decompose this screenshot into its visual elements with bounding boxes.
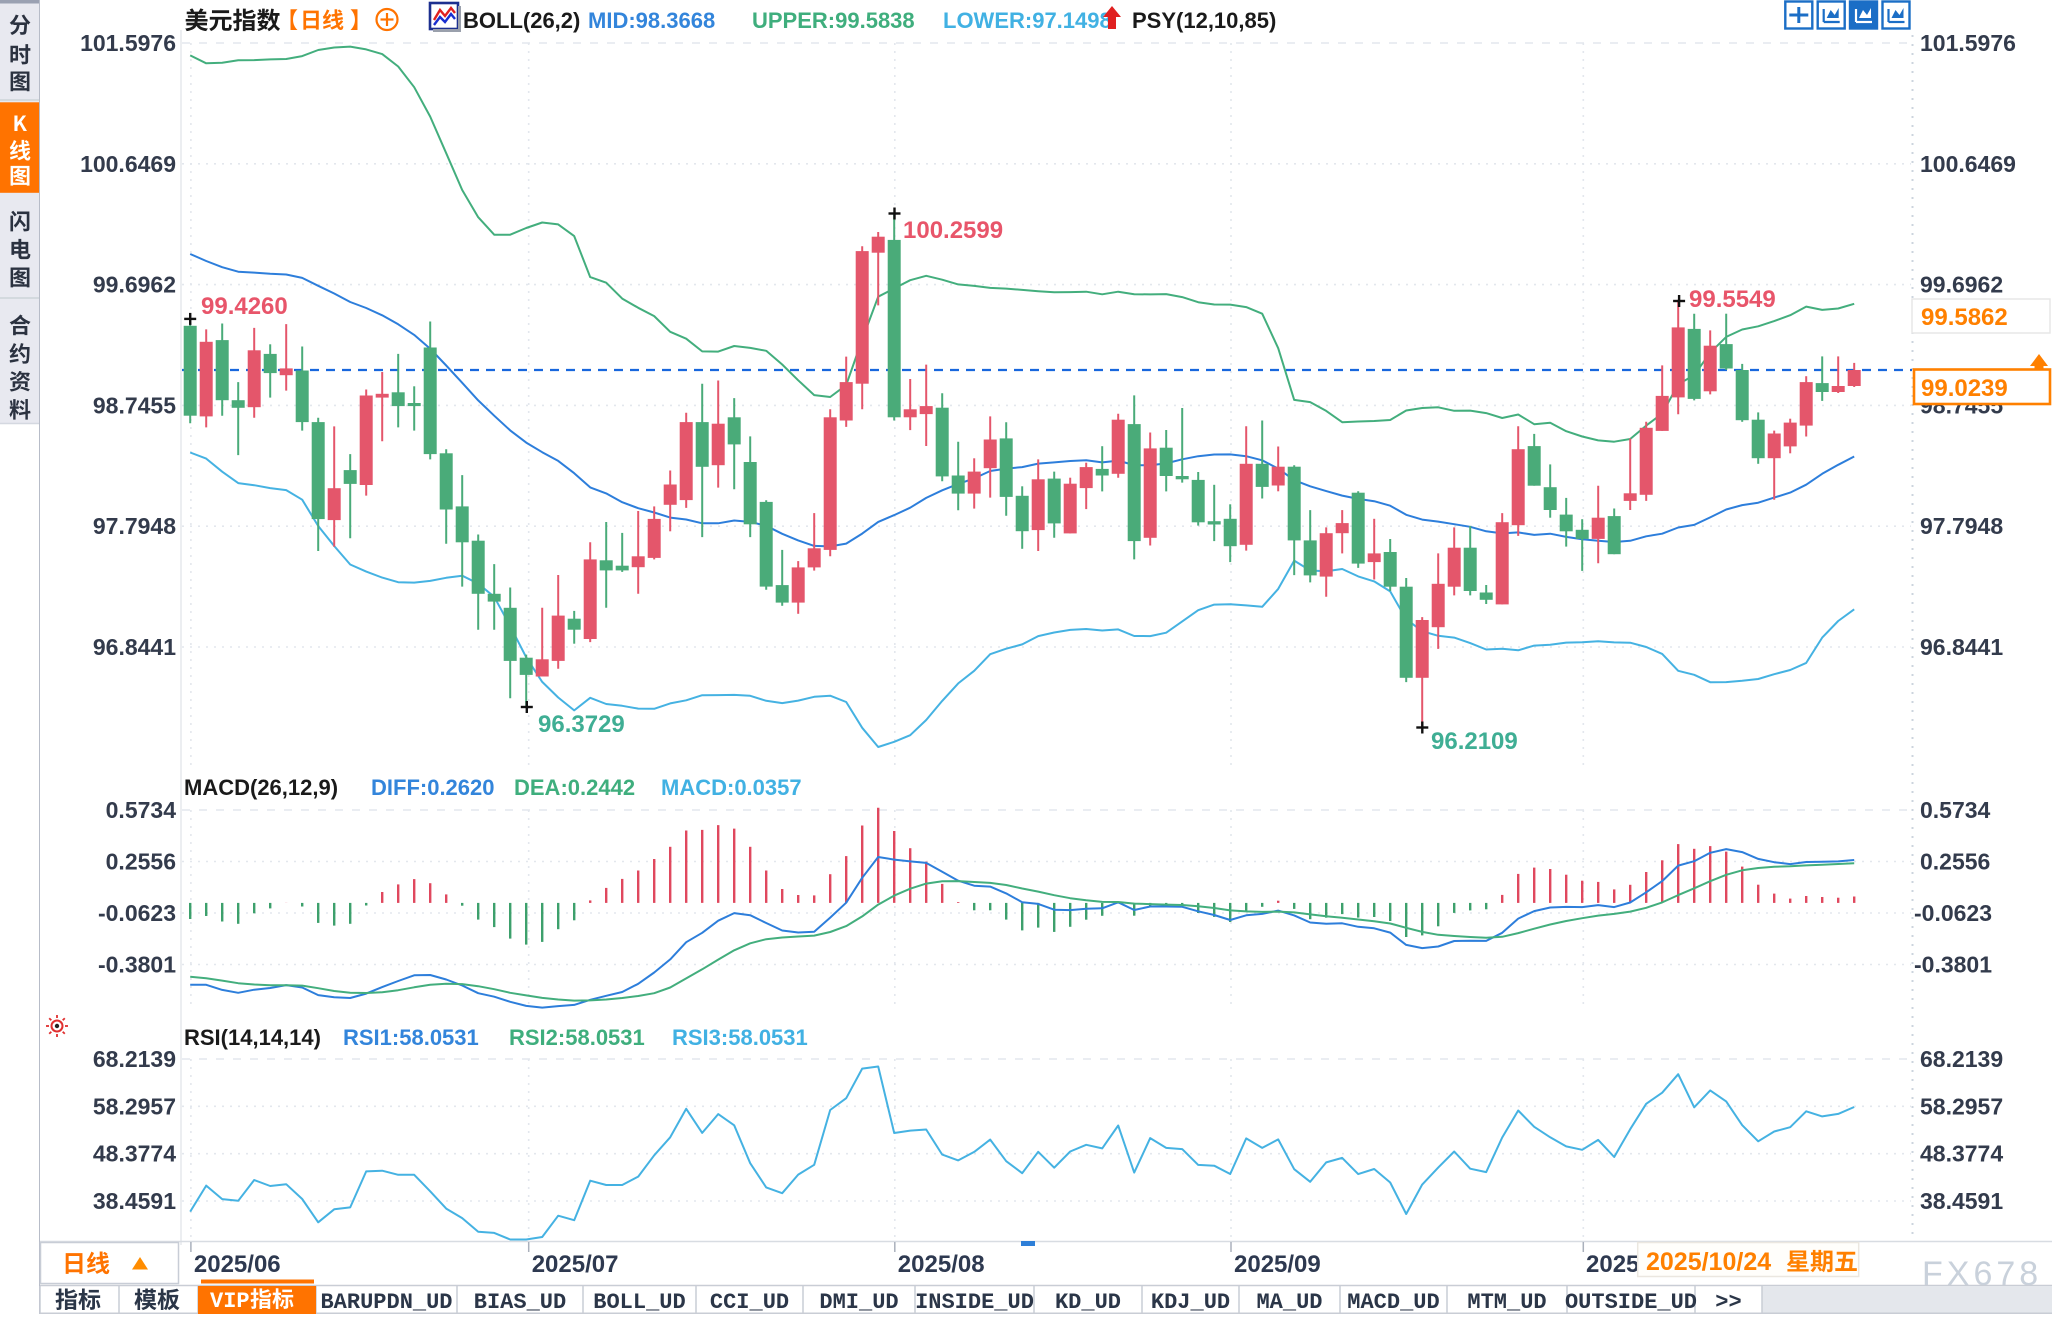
svg-text:-0.3801: -0.3801 (1914, 952, 1992, 978)
svg-text:48.3774: 48.3774 (1920, 1141, 2003, 1167)
svg-text:97.7948: 97.7948 (1920, 513, 2003, 539)
svg-text:BOLL_UD: BOLL_UD (593, 1290, 685, 1314)
svg-text:MA_UD: MA_UD (1256, 1290, 1322, 1314)
svg-text:96.2109: 96.2109 (1431, 728, 1518, 755)
svg-text:96.3729: 96.3729 (538, 711, 625, 738)
svg-text:99.5549: 99.5549 (1689, 286, 1776, 313)
svg-text:MACD(26,12,9): MACD(26,12,9) (184, 775, 338, 800)
svg-text:2025: 2025 (1586, 1251, 1639, 1278)
svg-text:RSI(14,14,14): RSI(14,14,14) (184, 1025, 321, 1050)
svg-text:96.8441: 96.8441 (93, 634, 176, 660)
svg-text:0.2556: 0.2556 (106, 849, 176, 875)
svg-text:DEA:0.2442: DEA:0.2442 (514, 775, 635, 800)
svg-text:100.2599: 100.2599 (903, 217, 1003, 244)
svg-text:MACD_UD: MACD_UD (1347, 1290, 1439, 1314)
svg-text:101.5976: 101.5976 (80, 30, 176, 56)
svg-text:0.5734: 0.5734 (106, 797, 177, 823)
svg-text:CCI_UD: CCI_UD (710, 1290, 789, 1314)
svg-text:38.4591: 38.4591 (93, 1188, 176, 1214)
svg-text:KDJ_UD: KDJ_UD (1151, 1290, 1230, 1314)
svg-text:2025/09: 2025/09 (1234, 1251, 1321, 1278)
svg-text:RSI2:58.0531: RSI2:58.0531 (509, 1025, 645, 1050)
svg-text:MACD:0.0357: MACD:0.0357 (661, 775, 802, 800)
svg-text:99.0239: 99.0239 (1921, 375, 2008, 402)
svg-text:0.5734: 0.5734 (1920, 797, 1991, 823)
svg-text:UPPER:99.5838: UPPER:99.5838 (752, 8, 915, 33)
svg-text:68.2139: 68.2139 (93, 1046, 176, 1072)
svg-text:PSY(12,10,85): PSY(12,10,85) (1132, 8, 1276, 33)
svg-text:99.6962: 99.6962 (1920, 272, 2003, 298)
svg-text:38.4591: 38.4591 (1920, 1188, 2003, 1214)
svg-text:100.6469: 100.6469 (80, 151, 176, 177)
svg-text:98.7455: 98.7455 (93, 392, 176, 418)
svg-text:97.7948: 97.7948 (93, 513, 176, 539)
svg-text:>>: >> (1715, 1290, 1741, 1314)
svg-text:INSIDE_UD: INSIDE_UD (915, 1290, 1034, 1314)
svg-text:100.6469: 100.6469 (1920, 151, 2016, 177)
svg-text:-0.0623: -0.0623 (98, 900, 176, 926)
svg-text:0.2556: 0.2556 (1920, 849, 1990, 875)
svg-text:99.6962: 99.6962 (93, 272, 176, 298)
svg-text:OUTSIDE_UD: OUTSIDE_UD (1565, 1290, 1697, 1314)
svg-text:2025/07: 2025/07 (532, 1251, 619, 1278)
svg-text:58.2957: 58.2957 (1920, 1093, 2003, 1119)
svg-text:68.2139: 68.2139 (1920, 1046, 2003, 1072)
svg-text:RSI3:58.0531: RSI3:58.0531 (672, 1025, 808, 1050)
svg-text:-0.0623: -0.0623 (1914, 900, 1992, 926)
svg-text:99.4260: 99.4260 (201, 293, 288, 320)
svg-text:DIFF:0.2620: DIFF:0.2620 (371, 775, 495, 800)
svg-text:-0.3801: -0.3801 (98, 952, 176, 978)
svg-text:VIP: VIP (210, 1289, 250, 1314)
svg-text:BARUPDN_UD: BARUPDN_UD (320, 1290, 452, 1314)
svg-text:MID:98.3668: MID:98.3668 (588, 8, 715, 33)
svg-text:2025/06: 2025/06 (194, 1251, 281, 1278)
svg-text:58.2957: 58.2957 (93, 1093, 176, 1119)
svg-text:2025/10/24: 2025/10/24 (1646, 1248, 1771, 1276)
svg-text:BIAS_UD: BIAS_UD (474, 1290, 566, 1314)
svg-text:48.3774: 48.3774 (93, 1141, 176, 1167)
svg-text:KD_UD: KD_UD (1055, 1290, 1121, 1314)
svg-text:101.5976: 101.5976 (1920, 30, 2016, 56)
svg-text:99.5862: 99.5862 (1921, 304, 2008, 331)
svg-text:MTM_UD: MTM_UD (1467, 1290, 1546, 1314)
svg-text:LOWER:97.1498: LOWER:97.1498 (943, 8, 1112, 33)
svg-text:DMI_UD: DMI_UD (819, 1290, 898, 1314)
svg-text:96.8441: 96.8441 (1920, 634, 2003, 660)
svg-text:RSI1:58.0531: RSI1:58.0531 (343, 1025, 479, 1050)
svg-text:BOLL(26,2): BOLL(26,2) (463, 8, 580, 33)
svg-text:2025/08: 2025/08 (898, 1251, 985, 1278)
